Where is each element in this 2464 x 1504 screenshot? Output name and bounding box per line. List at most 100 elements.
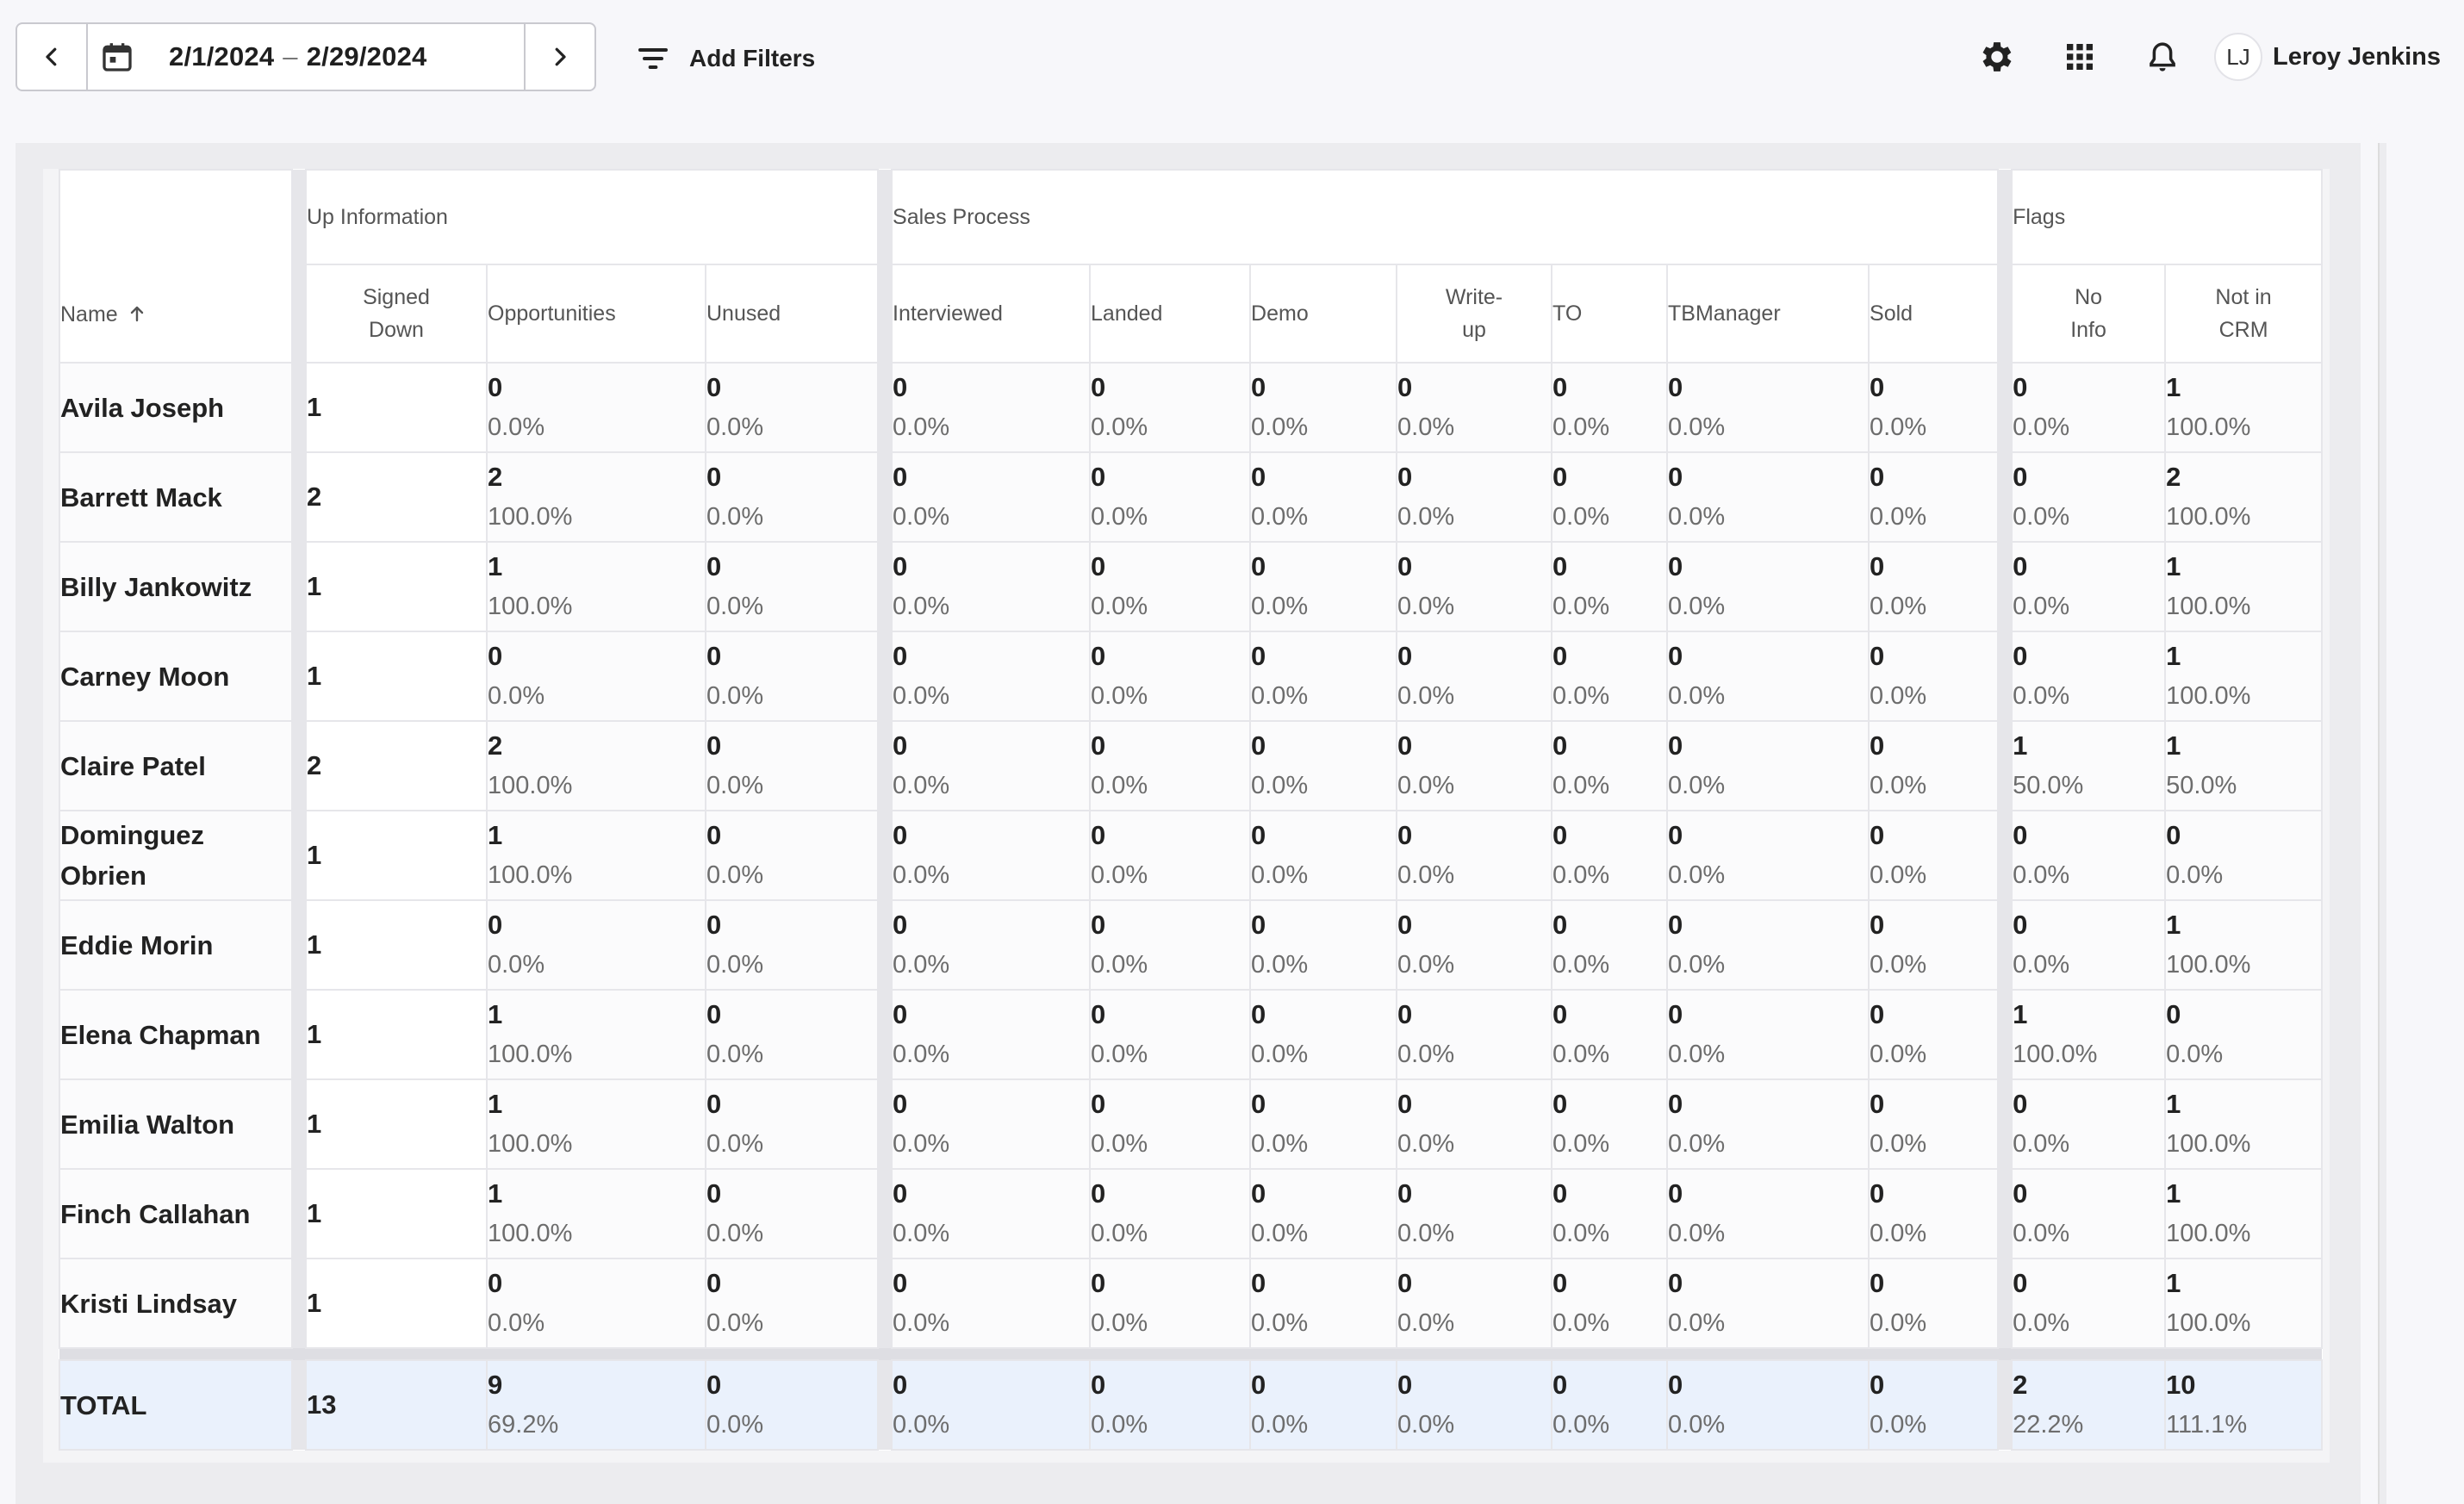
column-header-opportunities[interactable]: Opportunities (486, 264, 706, 364)
column-header-signed-down[interactable]: Signed Down (305, 264, 488, 364)
cell-sold[interactable]: 0 0.0% (1868, 989, 2000, 1080)
cell-demo[interactable]: 0 0.0% (1249, 899, 1398, 991)
cell-sold[interactable]: 0 0.0% (1868, 362, 2000, 453)
cell-not-in-crm[interactable]: 0 0.0% (2164, 810, 2324, 901)
cell-no-info[interactable]: 1 50.0% (2011, 720, 2167, 811)
cell-opportunities[interactable]: 1 100.0% (486, 810, 706, 901)
cell-not-in-crm[interactable]: 1 100.0% (2164, 899, 2324, 991)
user-menu[interactable]: LJ Leroy Jenkins (2214, 31, 2441, 83)
cell-landed[interactable]: 0 0.0% (1089, 1168, 1252, 1259)
cell-write-up[interactable]: 0 0.0% (1396, 631, 1553, 722)
cell-sold[interactable]: 0 0.0% (1868, 1078, 2000, 1170)
row-name[interactable]: Dominguez Obrien (59, 810, 293, 901)
cell-unused[interactable]: 0 0.0% (704, 720, 880, 811)
cell-demo[interactable]: 0 0.0% (1249, 1168, 1398, 1259)
cell-interviewed[interactable]: 0 0.0% (891, 810, 1092, 901)
cell-unused[interactable]: 0 0.0% (704, 631, 880, 722)
cell-write-up[interactable]: 0 0.0% (1396, 362, 1553, 453)
cell-demo[interactable]: 0 0.0% (1249, 631, 1398, 722)
cell-sold[interactable]: 0 0.0% (1868, 1359, 2000, 1451)
cell-no-info[interactable]: 0 0.0% (2011, 1168, 2167, 1259)
column-header-demo[interactable]: Demo (1249, 264, 1398, 364)
cell-sold[interactable]: 0 0.0% (1868, 810, 2000, 901)
column-header-landed[interactable]: Landed (1089, 264, 1252, 364)
cell-unused[interactable]: 0 0.0% (704, 899, 880, 991)
cell-tbmanager[interactable]: 0 0.0% (1666, 1168, 1870, 1259)
column-header-no-info[interactable]: No Info (2011, 264, 2167, 364)
column-header-name[interactable]: Name (59, 169, 293, 364)
cell-tbmanager[interactable]: 0 0.0% (1666, 720, 1870, 811)
cell-no-info[interactable]: 1 100.0% (2011, 989, 2167, 1080)
cell-demo[interactable]: 0 0.0% (1249, 451, 1398, 543)
cell-sold[interactable]: 0 0.0% (1868, 899, 2000, 991)
cell-interviewed[interactable]: 0 0.0% (891, 1168, 1092, 1259)
cell-opportunities[interactable]: 0 0.0% (486, 631, 706, 722)
cell-demo[interactable]: 0 0.0% (1249, 362, 1398, 453)
cell-landed[interactable]: 0 0.0% (1089, 810, 1252, 901)
cell-opportunities[interactable]: 1 100.0% (486, 541, 706, 632)
cell-landed[interactable]: 0 0.0% (1089, 989, 1252, 1080)
cell-tbmanager[interactable]: 0 0.0% (1666, 362, 1870, 453)
cell-sold[interactable]: 0 0.0% (1868, 1168, 2000, 1259)
cell-unused[interactable]: 0 0.0% (704, 1359, 880, 1451)
cell-demo[interactable]: 0 0.0% (1249, 989, 1398, 1080)
notifications-button[interactable] (2138, 33, 2187, 81)
cell-tbmanager[interactable]: 0 0.0% (1666, 989, 1870, 1080)
cell-not-in-crm[interactable]: 0 0.0% (2164, 989, 2324, 1080)
cell-not-in-crm[interactable]: 1 100.0% (2164, 1078, 2324, 1170)
cell-landed[interactable]: 0 0.0% (1089, 1359, 1252, 1451)
row-name[interactable]: Barrett Mack (59, 451, 293, 543)
cell-to[interactable]: 0 0.0% (1551, 1168, 1669, 1259)
previous-period-button[interactable] (17, 24, 88, 90)
cell-not-in-crm[interactable]: 1 100.0% (2164, 1258, 2324, 1349)
cell-unused[interactable]: 0 0.0% (704, 362, 880, 453)
column-header-write-up[interactable]: Write-up (1396, 264, 1553, 364)
cell-tbmanager[interactable]: 0 0.0% (1666, 1258, 1870, 1349)
cell-not-in-crm[interactable]: 1 100.0% (2164, 541, 2324, 632)
cell-landed[interactable]: 0 0.0% (1089, 720, 1252, 811)
cell-sold[interactable]: 0 0.0% (1868, 631, 2000, 722)
cell-interviewed[interactable]: 0 0.0% (891, 899, 1092, 991)
cell-not-in-crm[interactable]: 2 100.0% (2164, 451, 2324, 543)
add-filters-button[interactable]: Add Filters (636, 34, 815, 83)
cell-interviewed[interactable]: 0 0.0% (891, 1078, 1092, 1170)
cell-opportunities[interactable]: 1 100.0% (486, 989, 706, 1080)
cell-write-up[interactable]: 0 0.0% (1396, 899, 1553, 991)
cell-tbmanager[interactable]: 0 0.0% (1666, 631, 1870, 722)
cell-interviewed[interactable]: 0 0.0% (891, 451, 1092, 543)
cell-demo[interactable]: 0 0.0% (1249, 810, 1398, 901)
cell-interviewed[interactable]: 0 0.0% (891, 1359, 1092, 1451)
cell-landed[interactable]: 0 0.0% (1089, 1078, 1252, 1170)
cell-interviewed[interactable]: 0 0.0% (891, 631, 1092, 722)
row-name[interactable]: Carney Moon (59, 631, 293, 722)
row-name[interactable]: TOTAL (59, 1359, 293, 1451)
column-header-interviewed[interactable]: Interviewed (891, 264, 1092, 364)
cell-opportunities[interactable]: 9 69.2% (486, 1359, 706, 1451)
cell-to[interactable]: 0 0.0% (1551, 362, 1669, 453)
cell-to[interactable]: 0 0.0% (1551, 720, 1669, 811)
cell-no-info[interactable]: 0 0.0% (2011, 1258, 2167, 1349)
cell-not-in-crm[interactable]: 1 100.0% (2164, 1168, 2324, 1259)
cell-demo[interactable]: 0 0.0% (1249, 1258, 1398, 1349)
cell-to[interactable]: 0 0.0% (1551, 541, 1669, 632)
cell-opportunities[interactable]: 0 0.0% (486, 362, 706, 453)
cell-tbmanager[interactable]: 0 0.0% (1666, 810, 1870, 901)
cell-not-in-crm[interactable]: 1 50.0% (2164, 720, 2324, 811)
cell-landed[interactable]: 0 0.0% (1089, 362, 1252, 453)
cell-not-in-crm[interactable]: 10 111.1% (2164, 1359, 2324, 1451)
cell-interviewed[interactable]: 0 0.0% (891, 1258, 1092, 1349)
cell-to[interactable]: 0 0.0% (1551, 810, 1669, 901)
cell-no-info[interactable]: 0 0.0% (2011, 810, 2167, 901)
cell-unused[interactable]: 0 0.0% (704, 989, 880, 1080)
cell-opportunities[interactable]: 0 0.0% (486, 899, 706, 991)
cell-write-up[interactable]: 0 0.0% (1396, 1359, 1553, 1451)
cell-write-up[interactable]: 0 0.0% (1396, 541, 1553, 632)
cell-no-info[interactable]: 0 0.0% (2011, 541, 2167, 632)
next-period-button[interactable] (524, 24, 594, 90)
cell-tbmanager[interactable]: 0 0.0% (1666, 1078, 1870, 1170)
cell-landed[interactable]: 0 0.0% (1089, 451, 1252, 543)
cell-write-up[interactable]: 0 0.0% (1396, 451, 1553, 543)
cell-unused[interactable]: 0 0.0% (704, 1168, 880, 1259)
cell-tbmanager[interactable]: 0 0.0% (1666, 899, 1870, 991)
cell-to[interactable]: 0 0.0% (1551, 1359, 1669, 1451)
